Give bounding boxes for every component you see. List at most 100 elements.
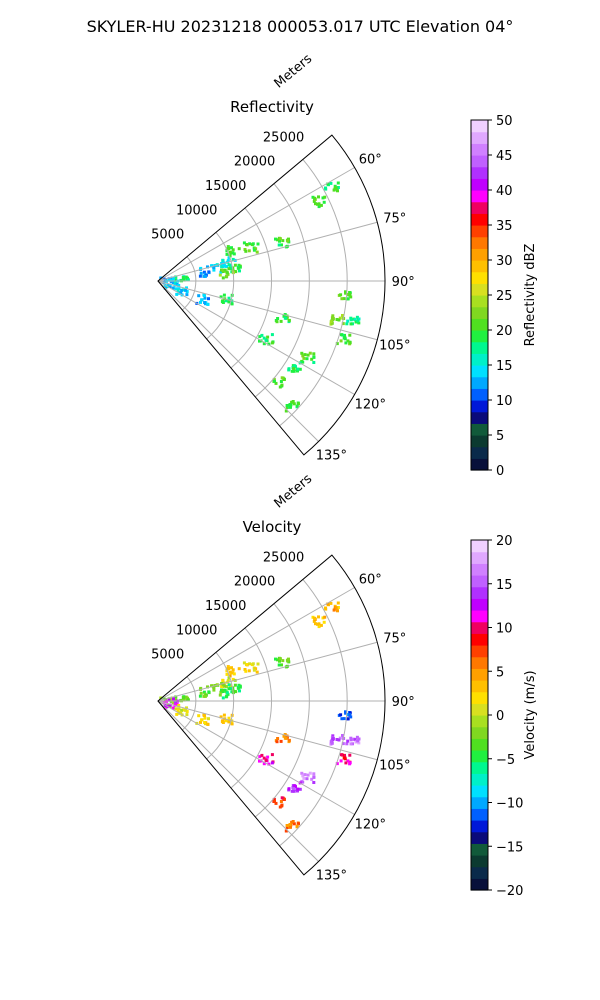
echo-pixel bbox=[317, 615, 320, 619]
echo-pixel bbox=[346, 739, 350, 743]
colorbar-swatch bbox=[471, 680, 488, 693]
echo-pixel bbox=[308, 771, 312, 775]
velocity-panel: Velocity 60° 75° 90° 105° 120° 135° 5000 10000 1… bbox=[151, 471, 538, 899]
echo-pixel bbox=[282, 734, 286, 738]
echo-pixel bbox=[295, 404, 299, 408]
echo-pixel bbox=[206, 722, 210, 726]
echo-pixel bbox=[310, 357, 314, 361]
echo-pixel bbox=[227, 300, 231, 304]
echo-pixel bbox=[293, 784, 297, 788]
echo-pixel bbox=[312, 199, 316, 203]
echo-pixel bbox=[229, 687, 232, 690]
echo-pixel bbox=[247, 669, 251, 673]
colorbar-tick-label: 20 bbox=[496, 324, 513, 339]
colorbar-tick-label: 25 bbox=[496, 289, 513, 304]
echo-pixel bbox=[274, 237, 277, 241]
echo-pixel bbox=[228, 250, 232, 254]
echo-pixel bbox=[227, 247, 231, 250]
echo-pixel bbox=[219, 690, 223, 694]
echo-pixel bbox=[349, 738, 353, 742]
echo-pixel bbox=[296, 369, 299, 373]
echo-cell bbox=[195, 293, 210, 306]
echo-pixel bbox=[274, 801, 278, 805]
echo-pixel bbox=[317, 205, 321, 209]
echo-pixel bbox=[279, 800, 283, 803]
echo-pixel bbox=[164, 698, 168, 702]
colorbar-tick-label: 5 bbox=[496, 429, 504, 444]
echo-pixel bbox=[349, 318, 353, 322]
echo-pixel bbox=[243, 248, 247, 251]
echo-pixel bbox=[223, 688, 227, 692]
echo-pixel bbox=[221, 265, 225, 269]
echo-pixel bbox=[287, 367, 291, 371]
echo-pixel bbox=[223, 264, 227, 268]
echo-pixel bbox=[224, 299, 228, 303]
echo-pixel bbox=[279, 380, 283, 383]
echo-pixel bbox=[289, 405, 292, 409]
colorbar-swatch bbox=[471, 551, 488, 564]
range-tick-label: 20000 bbox=[234, 575, 275, 590]
echo-pixel bbox=[337, 738, 341, 742]
echo-pixel bbox=[339, 713, 343, 717]
colorbar-swatch bbox=[471, 190, 488, 203]
echo-pixel bbox=[248, 662, 252, 666]
echo-pixel bbox=[225, 249, 229, 253]
azimuth-gridline bbox=[157, 587, 355, 702]
echo-pixel bbox=[355, 315, 359, 319]
echo-pixel bbox=[278, 237, 282, 241]
colorbar-swatch bbox=[471, 645, 488, 658]
colorbar-swatch bbox=[471, 283, 488, 296]
colorbar-tick-label: 30 bbox=[496, 254, 513, 269]
echo-pixel bbox=[175, 283, 179, 286]
echo-pixel bbox=[245, 663, 248, 666]
echo-pixel bbox=[212, 688, 216, 692]
colorbar-swatch bbox=[471, 633, 488, 646]
echo-pixel bbox=[349, 316, 353, 320]
echo-pixel bbox=[232, 672, 236, 676]
echo-pixel bbox=[357, 741, 361, 745]
echo-pixel bbox=[169, 278, 173, 282]
echo-pixel bbox=[330, 321, 334, 325]
echo-pixel bbox=[262, 336, 266, 340]
echo-pixel bbox=[230, 666, 233, 670]
echo-pixel bbox=[202, 713, 206, 717]
echo-pixel bbox=[238, 269, 241, 273]
echo-pixel bbox=[236, 686, 240, 690]
echo-pixel bbox=[262, 756, 266, 760]
echo-pixel bbox=[353, 738, 357, 742]
colorbar-swatch bbox=[471, 306, 488, 319]
echo-pixel bbox=[185, 286, 188, 290]
echo-pixel bbox=[227, 267, 231, 271]
echo-pixel bbox=[289, 825, 292, 829]
colorbar-swatch bbox=[471, 213, 488, 226]
colorbar-swatch bbox=[471, 656, 488, 669]
angle-tick-label: 105° bbox=[379, 339, 410, 354]
colorbar-swatch bbox=[471, 586, 488, 599]
echo-pixel bbox=[243, 668, 247, 671]
echo-pixel bbox=[308, 351, 312, 355]
echo-pixel bbox=[341, 734, 344, 737]
azimuth-gridline bbox=[157, 167, 355, 282]
echo-pixel bbox=[227, 716, 231, 720]
echo-pixel bbox=[301, 354, 305, 358]
colorbar-tick-label: 10 bbox=[496, 622, 513, 637]
echo-pixel bbox=[199, 271, 203, 275]
echo-pixel bbox=[222, 713, 226, 717]
echo-pixel bbox=[306, 773, 310, 777]
colorbar-tick-label: −15 bbox=[496, 840, 523, 855]
colorbar-tick-label: 0 bbox=[496, 709, 504, 724]
echo-pixel bbox=[292, 369, 296, 373]
echo-pixel bbox=[226, 679, 230, 683]
colorbar-tick-label: 35 bbox=[496, 219, 513, 234]
colorbar-swatch bbox=[471, 878, 488, 891]
range-ring bbox=[230, 207, 272, 369]
range-tick-label: 20000 bbox=[234, 155, 275, 170]
echo-pixel bbox=[356, 739, 360, 743]
echo-pixel bbox=[322, 200, 326, 204]
echo-pixel bbox=[226, 272, 230, 276]
echo-pixel bbox=[348, 761, 352, 765]
echo-pixel bbox=[174, 278, 178, 282]
echo-pixel bbox=[185, 710, 189, 713]
echo-pixel bbox=[227, 687, 231, 691]
colorbar-swatch bbox=[471, 400, 488, 413]
